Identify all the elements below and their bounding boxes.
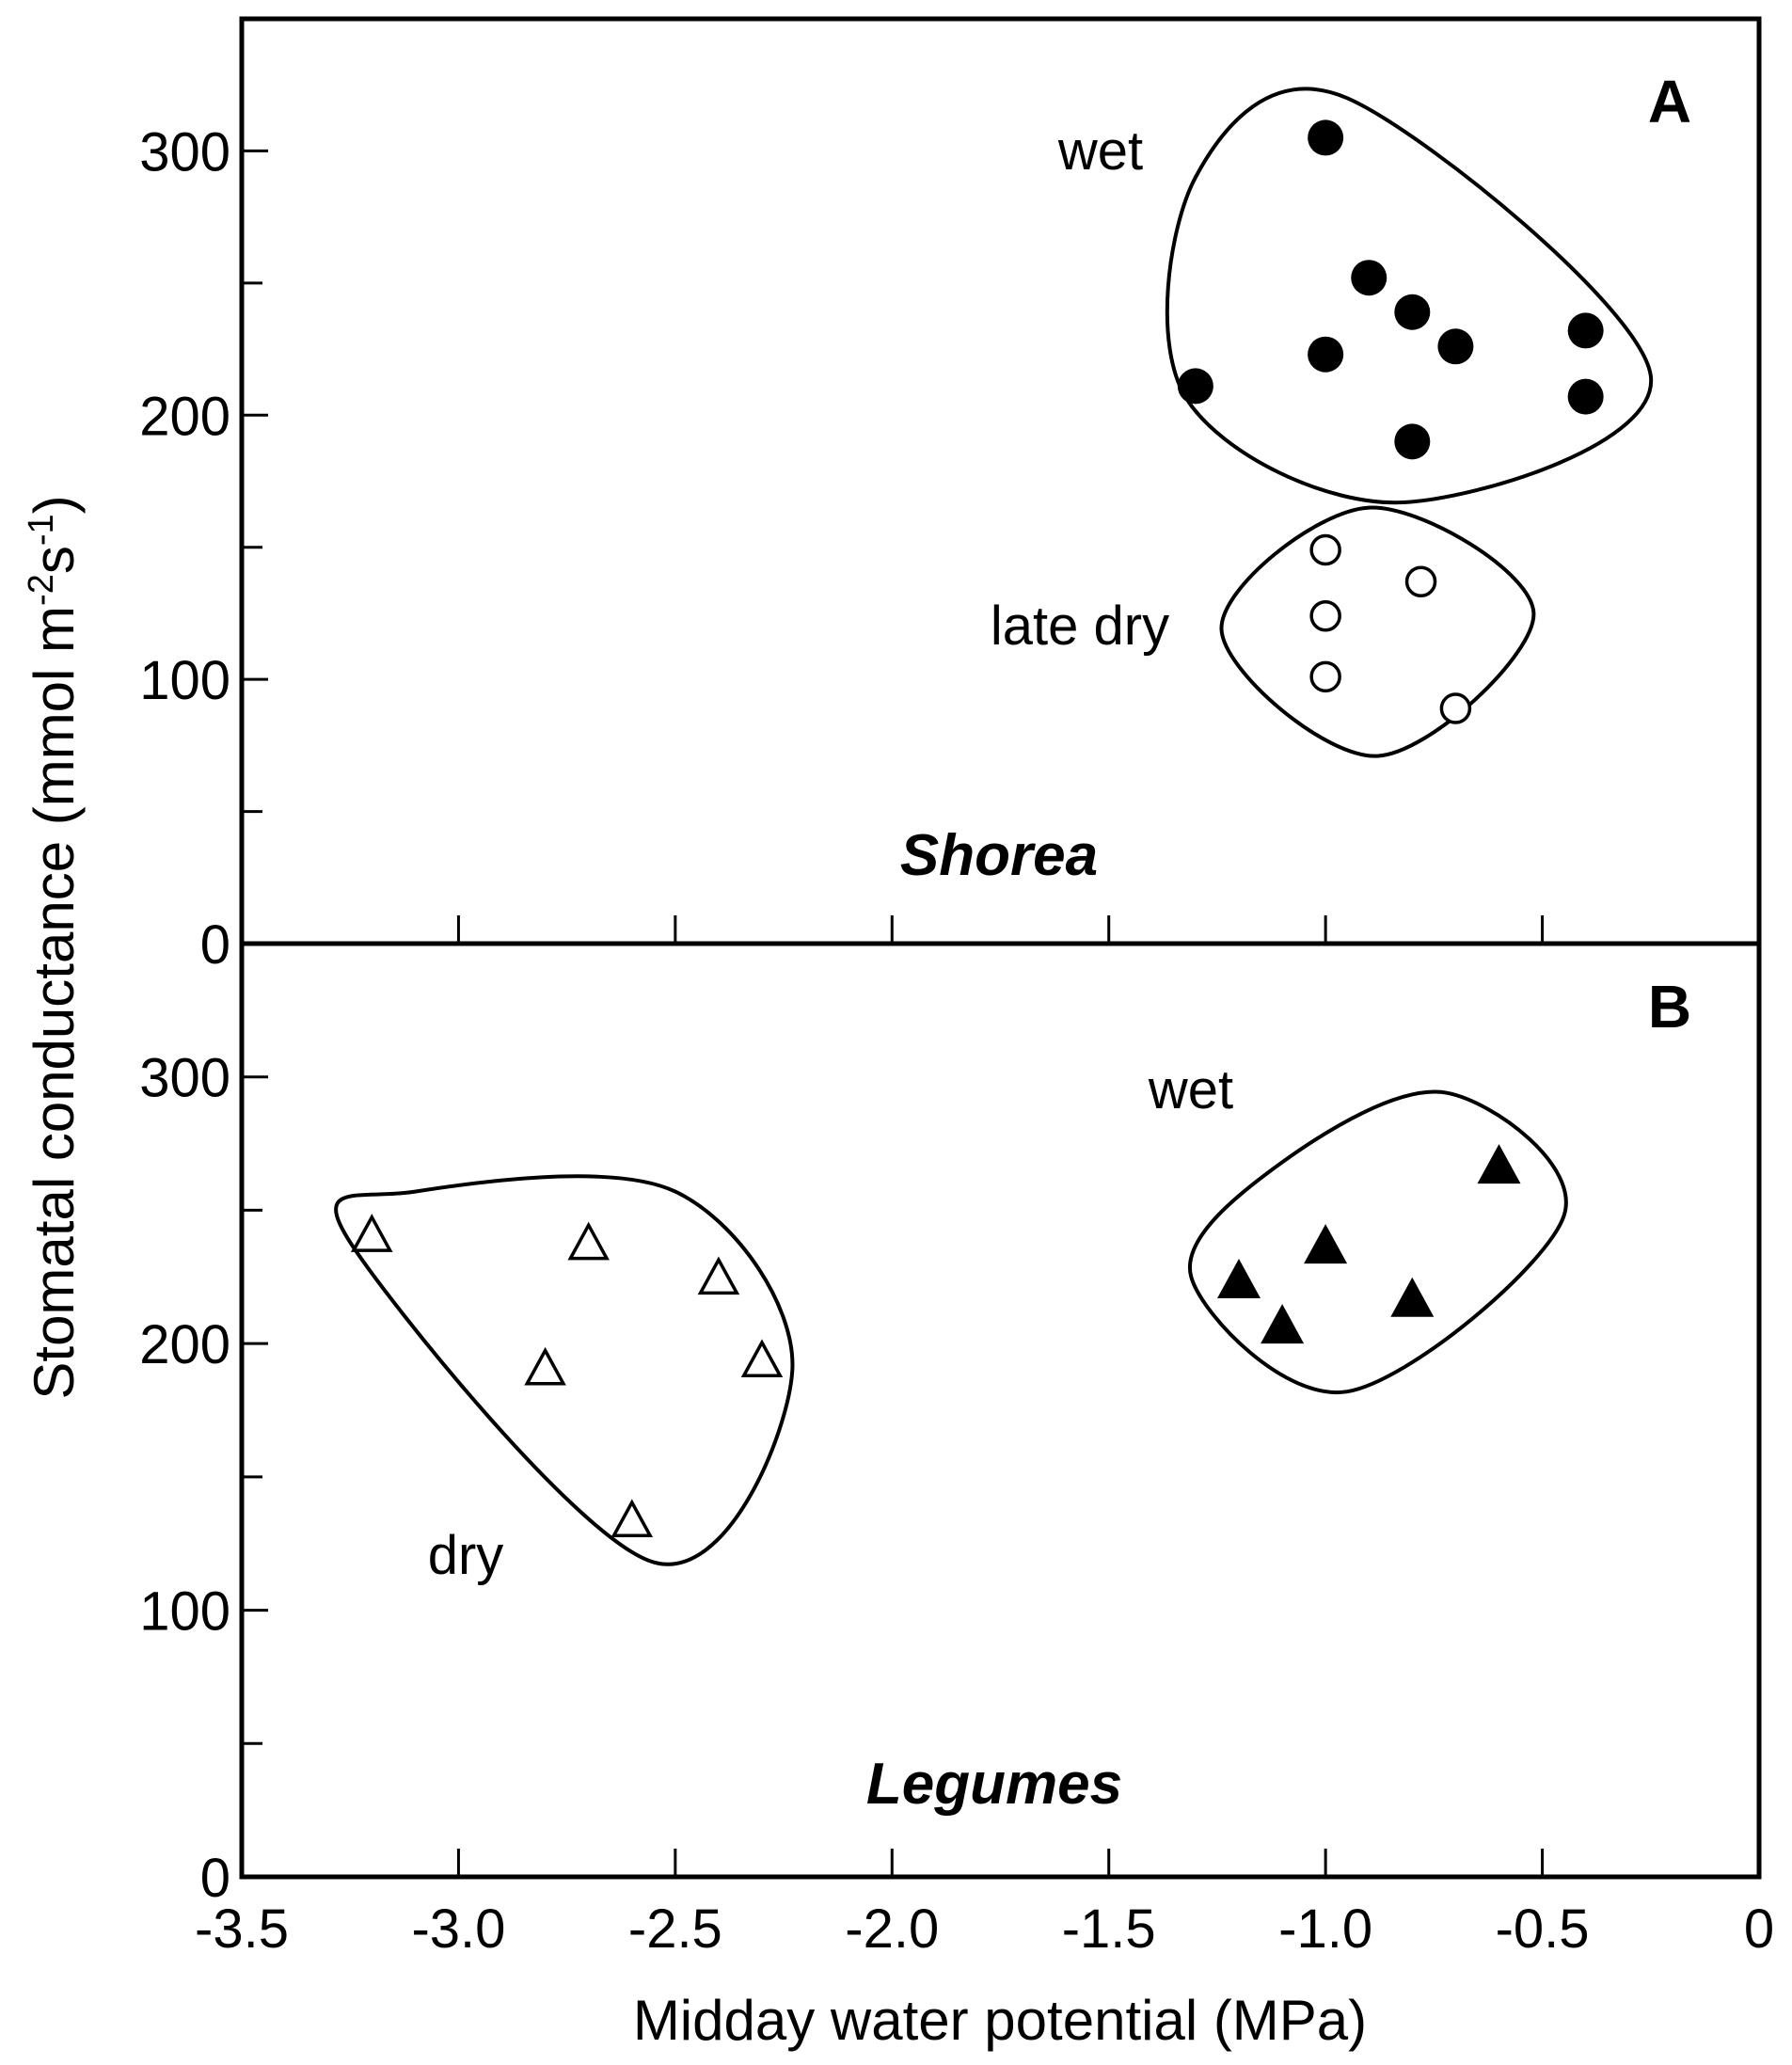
panel-b-dry-point-3 [740, 1339, 784, 1378]
panel-a-wet-point-7 [1567, 312, 1604, 349]
panel-b-wet-point-1 [1304, 1224, 1348, 1264]
panel-a-enclosure-1 [1219, 505, 1536, 758]
panel-b-y-tick-label-100: 100 [139, 1581, 230, 1643]
panel-a-y-tick-label-100: 100 [139, 650, 230, 711]
x-tick-label-0: -3.5 [195, 1898, 289, 1960]
panel-b-y-tick-label-200: 200 [139, 1314, 230, 1375]
panel-b-dry-point-4 [524, 1346, 566, 1386]
panel-a-y-tick-label-0: 0 [200, 914, 230, 976]
y-axis-title-main: Stomatal conductance (mmol m [23, 606, 86, 1400]
panel-b-name: Legumes [866, 1752, 1122, 1817]
panel-a-wet-point-3 [1437, 328, 1474, 365]
x-tick-label-6: -0.5 [1496, 1898, 1590, 1960]
panel-b-wet-point-3 [1390, 1277, 1435, 1317]
panel-a-wet-point-0 [1308, 119, 1344, 156]
plot-frame [239, 16, 1762, 1880]
y-axis-title: Stomatal conductance (mmol m-2s-1) [22, 495, 86, 1399]
panel-b-dry-point-0 [350, 1214, 393, 1252]
x-tick-label-2: -2.5 [628, 1898, 722, 1960]
panel-b-points [350, 1144, 1521, 1538]
panel-a-shorea: 0 100 200 300 A Shorea wet late dry [139, 17, 1691, 976]
panel-a-wet-point-6 [1394, 423, 1431, 460]
panel-a-points [1177, 119, 1604, 724]
panel-b-letter: B [1648, 973, 1691, 1040]
panel-b-wet-point-2 [1217, 1259, 1261, 1298]
panel-a-y-tick-label-300: 300 [139, 121, 230, 183]
x-tick-label-7: 0 [1744, 1898, 1774, 1960]
panel-b-dry-point-5 [611, 1499, 654, 1538]
panel-b-dry-point-2 [697, 1256, 740, 1295]
panel-a-enclosure-0 [1165, 87, 1653, 505]
panel-a-wet-point-4 [1308, 336, 1344, 373]
panel-b-y-tick-label-300: 300 [139, 1048, 230, 1109]
panel-b-wet-label: wet [1148, 1059, 1233, 1120]
x-tick-label-3: -2.0 [845, 1898, 939, 1960]
panel-b-enclosures [334, 1089, 1568, 1566]
y-axis-title-mid: s [23, 546, 86, 574]
panel-a-y-ticks: 0 100 200 300 [139, 17, 268, 976]
panel-a-wet-point-2 [1394, 294, 1431, 330]
panel-a-late-dry-point-4 [1439, 692, 1472, 724]
panel-a-late-dry-label: late dry [991, 596, 1169, 657]
panel-b-dry-point-1 [567, 1221, 610, 1261]
panel-b-legumes: 0 100 200 300 B Legumes wet dry [139, 942, 1691, 1909]
panel-b-enclosure-0 [334, 1174, 795, 1566]
x-axis-ticks: -3.5 -3.0 -2.5 -2.0 -1.5 -1.0 -0.5 0 [195, 915, 1774, 1960]
y-axis-title-sup2: -1 [22, 514, 61, 546]
y-axis-title-sup1: -2 [22, 574, 61, 606]
panel-a-wet-point-5 [1177, 368, 1213, 405]
panel-b-y-tick-label-0: 0 [200, 1848, 230, 1909]
x-axis-title: Midday water potential (MPa) [633, 1989, 1367, 2052]
panel-a-late-dry-point-1 [1404, 565, 1437, 597]
panel-a-wet-point-1 [1351, 260, 1388, 296]
panel-a-enclosures [1165, 87, 1653, 758]
panel-a-wet-label: wet [1057, 120, 1143, 182]
panel-a-letter: A [1648, 68, 1691, 135]
panel-a-name: Shorea [900, 823, 1098, 888]
panel-a-y-tick-label-200: 200 [139, 386, 230, 447]
panel-b-wet-point-4 [1261, 1304, 1305, 1344]
panel-b-enclosure-1 [1187, 1089, 1568, 1395]
panel-a-wet-point-8 [1567, 378, 1604, 415]
x-tick-label-5: -1.0 [1278, 1898, 1372, 1960]
panel-a-late-dry-point-2 [1309, 599, 1341, 632]
panel-b-dry-label: dry [428, 1525, 504, 1586]
panel-b-y-ticks: 0 100 200 300 [139, 942, 268, 1909]
panel-a-late-dry-point-0 [1309, 533, 1341, 566]
panel-b-wet-point-0 [1477, 1144, 1521, 1184]
x-tick-label-4: -1.5 [1062, 1898, 1156, 1960]
y-axis-title-end: ) [23, 495, 86, 514]
x-tick-label-1: -3.0 [411, 1898, 505, 1960]
panel-a-late-dry-point-3 [1309, 660, 1341, 693]
